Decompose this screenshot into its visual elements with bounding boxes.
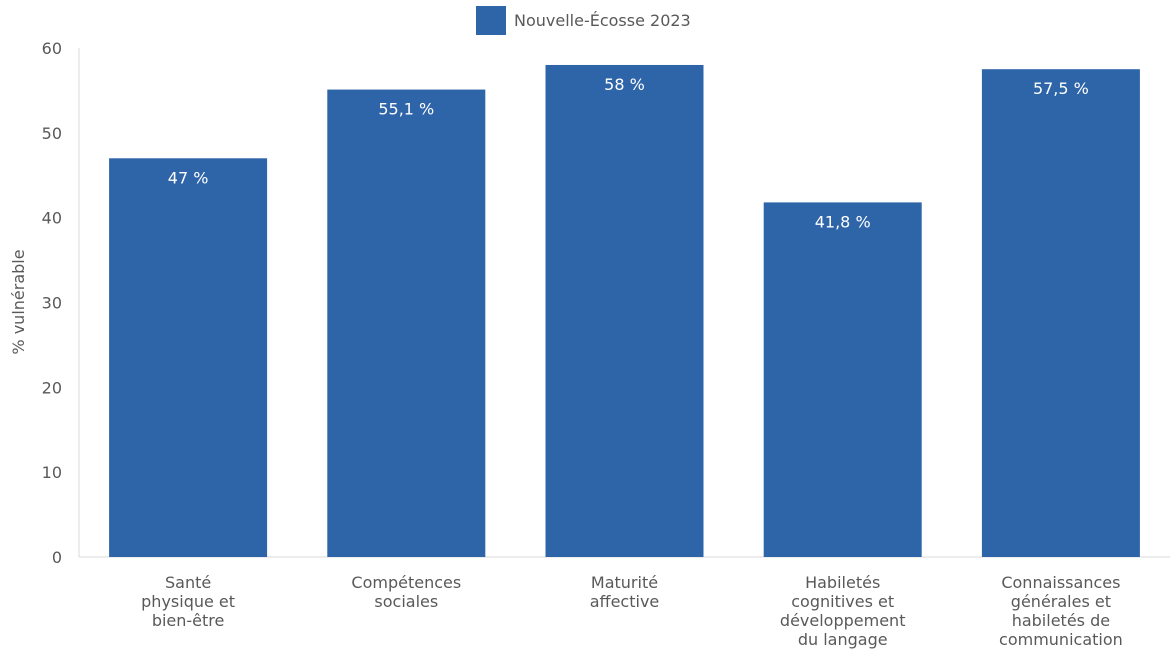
data-label: 41,8 % xyxy=(815,212,871,231)
legend: Nouvelle-Écosse 2023 xyxy=(476,6,691,35)
data-labels: 47 % 55,1 % 58 % 41,8 % 57,5 % xyxy=(168,75,1089,231)
y-tick-label: 30 xyxy=(42,294,62,313)
data-label: 47 % xyxy=(168,168,209,187)
x-tick-label: Maturité affective xyxy=(590,573,660,611)
bar xyxy=(109,158,268,558)
bar xyxy=(545,64,704,557)
y-tick-label: 40 xyxy=(42,209,62,228)
y-axis: 0 10 20 30 40 50 60 xyxy=(42,39,62,567)
y-tick-label: 60 xyxy=(42,39,62,58)
data-label: 55,1 % xyxy=(378,100,434,119)
x-tick-label: Compétences sociales xyxy=(351,573,461,611)
bar xyxy=(763,202,922,557)
y-tick-label: 20 xyxy=(42,378,62,397)
data-label: 58 % xyxy=(604,75,645,94)
y-tick-label: 10 xyxy=(42,463,62,482)
y-tick-label: 50 xyxy=(42,124,62,143)
y-tick-label: 0 xyxy=(52,548,62,567)
y-axis-title: % vulnérable xyxy=(9,249,28,354)
x-tick-label: Habiletés cognitives et développement du la… xyxy=(780,573,906,649)
bar xyxy=(981,69,1140,557)
x-axis: Santé physique et bien-être Compétences soci… xyxy=(141,573,1123,649)
bars xyxy=(109,64,1140,558)
x-tick-label: Connaissances générales et habiletés de com… xyxy=(999,573,1123,649)
legend-label: Nouvelle-Écosse 2023 xyxy=(514,11,691,30)
data-label: 57,5 % xyxy=(1033,79,1089,98)
x-tick-label: Santé physique et bien-être xyxy=(141,573,235,630)
bar xyxy=(327,89,486,558)
legend-swatch xyxy=(476,6,506,35)
